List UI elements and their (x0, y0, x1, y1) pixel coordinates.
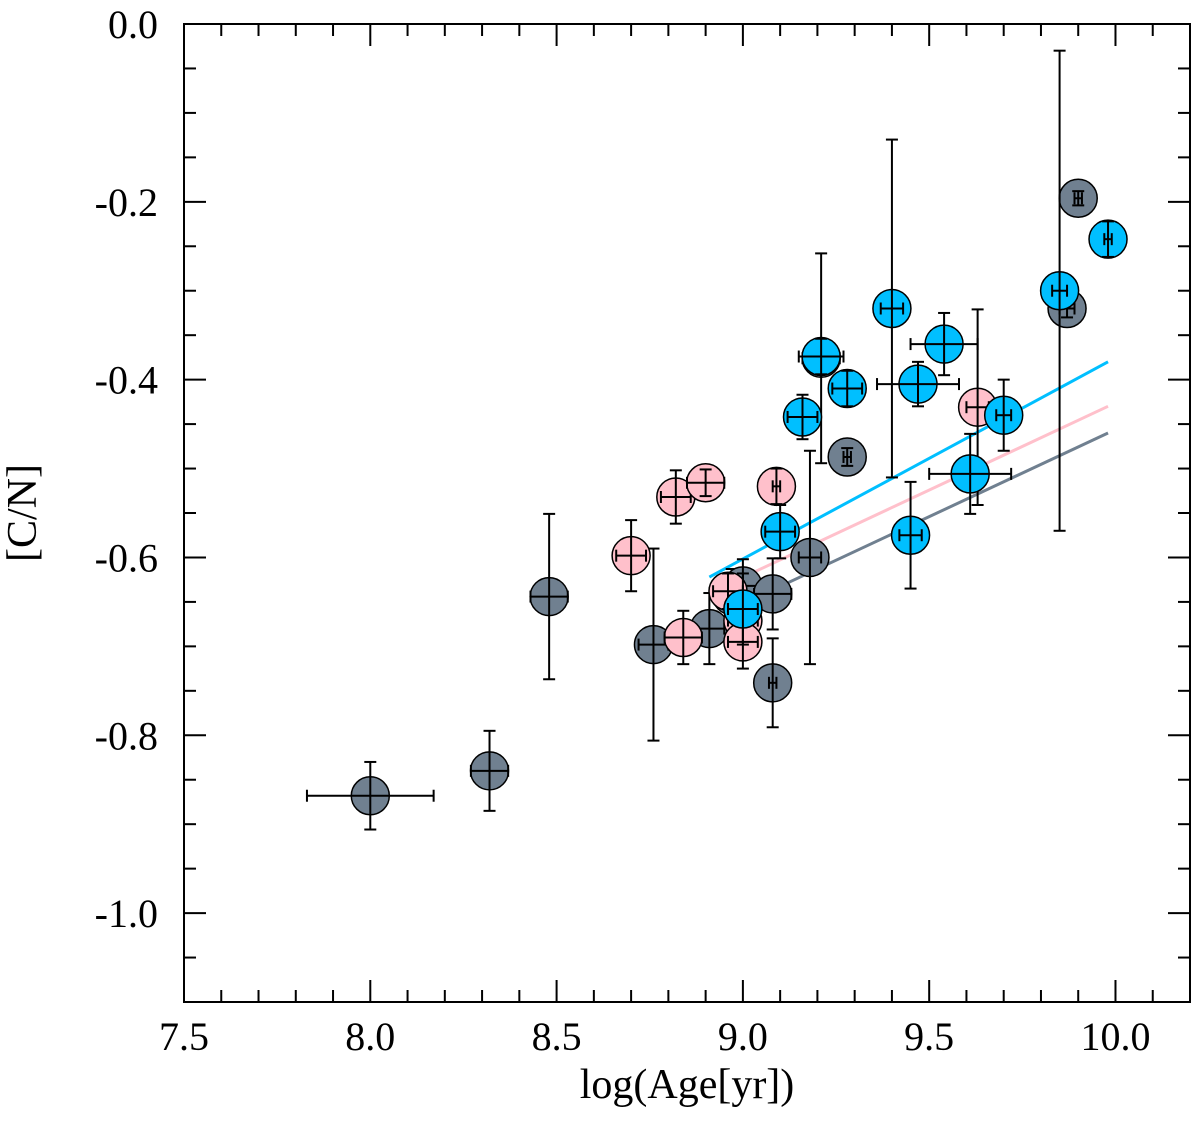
y-tick-label: -0.6 (95, 535, 158, 580)
data-points (305, 49, 1128, 831)
plot-frame (183, 23, 1191, 1003)
y-tick-label: -0.2 (95, 180, 158, 225)
x-tick-label: 7.5 (159, 1014, 209, 1059)
y-tick-label: -1.0 (95, 891, 158, 936)
x-tick-label: 8.0 (345, 1014, 395, 1059)
x-axis-label: log(Age[yr]) (580, 1062, 795, 1108)
x-tick-label: 10.0 (1080, 1014, 1150, 1059)
trend-line-pink-trend (708, 404, 1109, 595)
y-tick-label: -0.8 (95, 713, 158, 758)
x-tick-label: 9.5 (904, 1014, 954, 1059)
x-tick-label: 8.5 (532, 1014, 582, 1059)
y-axis-label: [C/N] (0, 464, 46, 562)
ticks-layer (183, 23, 1191, 1003)
tick-labels: 7.5 8.0 8.5 9.0 9.5 10.0 0.0 -0.2 -0.4 -0.6 -0.8 -1… (95, 2, 1151, 1059)
x-tick-label: 9.0 (718, 1014, 768, 1059)
y-tick-label: 0.0 (108, 2, 158, 47)
y-tick-label: -0.4 (95, 358, 158, 403)
